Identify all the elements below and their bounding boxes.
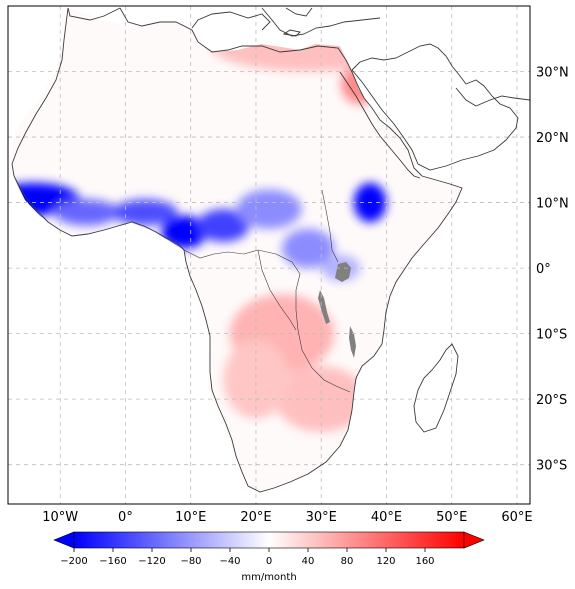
colorbar-tick-label: −200 [60,556,87,567]
colorbar-label: mm/month [241,572,296,583]
map-frame [7,5,531,505]
coast-crete [282,29,301,37]
latitude-tick-label: 20°S [536,393,567,408]
longitude-tick-label: 50°E [436,510,467,525]
colorbar-extend-max [463,531,485,549]
colorbar-tick-label: 0 [266,556,272,567]
longitude-tick-labels: 10°W 0° 10°E 20°E 30°E 40°E 50°E 60°E [42,510,532,525]
colorbar-tick-label: 80 [341,556,354,567]
longitude-tick-label: 60°E [501,510,532,525]
colorbar-tick-label: 120 [376,556,395,567]
longitude-tick-label: 20°E [240,510,271,525]
coast-persian-gulf [455,87,530,107]
longitude-tick-label: 0° [118,510,133,525]
lakes [318,262,356,358]
longitude-tick-label: 10°E [175,510,206,525]
colorbar-gradient [73,531,465,549]
colorbar-ticks: −200 −160 −120 −80 −40 0 40 80 120 160 [60,548,435,567]
coast-africa [11,7,463,493]
longitude-tick-label: 30°E [306,510,337,525]
negative-anomaly-patch [197,209,250,242]
coast-iberia-maghreb [67,7,121,21]
coast-red-sea-west [339,71,421,179]
latitude-tick-label: 10°S [536,328,567,343]
gridlines [8,6,530,504]
colorbar-tick-label: 40 [302,556,315,567]
negative-anomaly-patch [236,189,302,229]
coast-madagascar [413,343,459,433]
colorbar-tick-label: −40 [219,556,240,567]
lake-malawi [349,326,356,358]
colorbar-tick-label: 160 [415,556,434,567]
colorbar-tick-label: −80 [180,556,201,567]
latitude-tick-label: 30°N [536,66,569,81]
colorbar: −200 −160 −120 −80 −40 0 40 80 120 160 mm/month [53,531,485,583]
border-congo [257,249,297,331]
negative-anomaly-patch [53,199,119,226]
coast-turkey [261,7,381,37]
border-central [183,249,351,393]
border-sudan [321,189,339,263]
coast-greece [285,7,313,17]
lake-victoria [335,262,351,282]
lake-tanganyika [318,290,330,324]
longitude-tick-label: 40°E [371,510,402,525]
latitude-tick-label: 20°N [536,131,569,146]
coast-arabia [351,43,519,171]
latitude-tick-label: 10°N [536,197,569,212]
negative-anomaly-patch [112,199,178,226]
colorbar-tick-label: −120 [138,556,165,567]
latitude-tick-labels: 30°N 20°N 10°N 0° 10°S 20°S 30°S [536,66,569,474]
colorbar-extend-min [53,531,75,549]
latitude-tick-label: 30°S [536,459,567,474]
latitude-tick-label: 0° [536,262,551,277]
coast-italy-balkans [191,11,271,31]
longitude-tick-label: 10°W [42,510,78,525]
coastlines [11,7,530,493]
colorbar-tick-label: −160 [99,556,126,567]
